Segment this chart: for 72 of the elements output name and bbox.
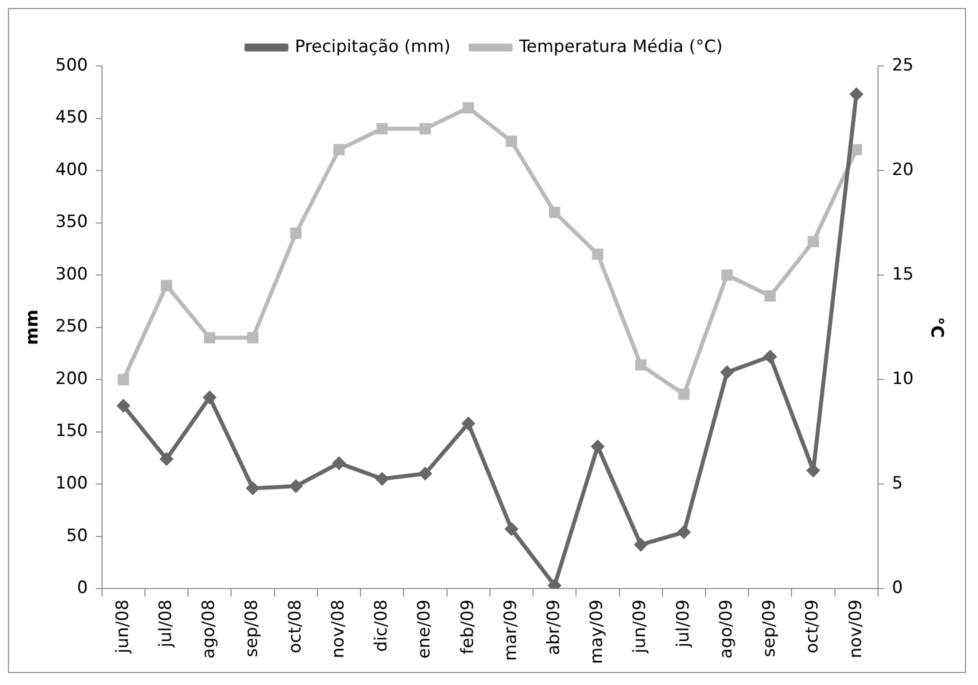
point (592, 248, 604, 260)
y-tick-label: 200 (55, 368, 88, 389)
point (246, 481, 260, 496)
x-tick-label: oct/08 (285, 600, 306, 654)
y-axis-title: mm (22, 310, 43, 346)
point (763, 350, 778, 364)
point (332, 456, 346, 470)
y2-tick-label: 20 (892, 160, 914, 180)
point (808, 236, 819, 248)
point (116, 398, 130, 413)
x-tick-label: feb/09 (458, 600, 478, 654)
y-tick-label: 300 (55, 264, 88, 284)
y-tick-label: 400 (55, 160, 88, 180)
y-tick-label: 450 (55, 108, 88, 128)
y-tick-label: 0 (77, 578, 88, 598)
point (634, 538, 648, 552)
x-tick-label: sep/08 (242, 600, 262, 658)
point (247, 332, 258, 344)
x-tick-label: nov/08 (328, 600, 348, 658)
y-tick-label: 500 (55, 55, 88, 76)
y2-tick-label: 0 (892, 578, 903, 598)
x-tick-label: nov/09 (846, 600, 866, 658)
point (635, 359, 646, 371)
x-tick-label: ene/09 (414, 600, 435, 659)
point (764, 290, 776, 302)
point (721, 269, 733, 281)
y2-tick-label: 25 (892, 55, 914, 76)
point (504, 522, 518, 536)
x-tick-label: sep/09 (760, 600, 780, 658)
y-tick-label: 100 (55, 474, 88, 494)
legend-label: Temperatura Média (°C) (518, 36, 723, 57)
point (462, 102, 474, 114)
point (678, 388, 690, 400)
point (506, 136, 518, 147)
y2-tick-label: 15 (892, 264, 914, 284)
x-tick-label: jul/09 (673, 600, 694, 648)
x-tick-label: jun/09 (630, 600, 650, 654)
y-tick-label: 150 (55, 421, 88, 442)
point (590, 439, 605, 454)
point (720, 365, 734, 380)
point (418, 466, 432, 481)
point (160, 280, 172, 292)
point (333, 144, 345, 156)
point (118, 374, 130, 386)
x-tick-label: ago/09 (716, 600, 736, 659)
point (676, 525, 691, 540)
x-tick-label: ago/08 (199, 600, 220, 659)
point (290, 228, 302, 239)
x-tick-label: abr/09 (544, 600, 564, 656)
y2-axis-title: °C (926, 316, 946, 338)
x-tick-label: jul/08 (156, 600, 176, 648)
point (375, 472, 390, 486)
point (376, 123, 388, 134)
point (420, 123, 431, 134)
point (548, 206, 560, 218)
point (202, 390, 217, 404)
point (461, 416, 476, 430)
x-tick-label: dic/08 (372, 600, 392, 652)
y-tick-label: 250 (55, 316, 88, 337)
x-tick-label: may/09 (587, 600, 608, 664)
x-tick-label: jun/08 (112, 600, 133, 654)
y2-tick-label: 5 (892, 474, 903, 494)
point (160, 452, 174, 466)
x-tick-label: mar/09 (500, 600, 521, 661)
y-tick-label: 50 (66, 526, 88, 546)
x-tick-label: oct/09 (802, 600, 823, 654)
point (204, 332, 216, 344)
point (849, 87, 864, 102)
y-tick-label: 350 (55, 212, 88, 232)
legend-label: Precipitação (mm) (294, 36, 451, 57)
y2-tick-label: 10 (892, 368, 914, 389)
point (288, 479, 303, 494)
